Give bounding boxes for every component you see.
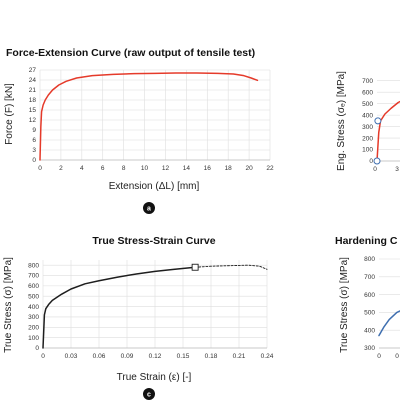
y-tick-label: 400 xyxy=(364,327,375,334)
y-tick-label: 600 xyxy=(364,292,375,299)
x-tick-label: 20 xyxy=(245,165,253,172)
series-line xyxy=(376,100,400,162)
y-tick-label: 200 xyxy=(28,324,39,331)
x-axis-label: Extension (ΔL) [mm] xyxy=(109,181,200,192)
y-tick-label: 9 xyxy=(32,127,36,134)
x-tick-label: 16 xyxy=(204,165,212,172)
svg-text:a: a xyxy=(147,206,151,213)
y-tick-label: 300 xyxy=(28,314,39,321)
y-tick-label: 24 xyxy=(29,77,37,84)
y-tick-label: 100 xyxy=(28,335,39,342)
x-tick-label: 14 xyxy=(183,165,191,172)
panel-badge: c xyxy=(143,388,155,400)
y-axis-label: Eng. Stress (σₑ) [MPa] xyxy=(336,71,347,171)
series-line xyxy=(42,266,196,349)
eng-stress-strain-chart: Eng. Stress (σₑ) [MPa] 0 100 200 300 400 500 6… xyxy=(336,71,400,173)
x-tick-label: 4 xyxy=(80,165,84,172)
x-tick-label: 0.24 xyxy=(261,353,274,360)
series-line xyxy=(378,310,400,337)
x-tick-label: 0.03 xyxy=(65,353,78,360)
y-tick-label: 200 xyxy=(362,135,373,142)
x-tick-label: 0.12 xyxy=(149,353,162,360)
y-tick-label: 0 xyxy=(35,345,39,352)
x-tick-label: 12 xyxy=(162,165,170,172)
y-tick-label: 700 xyxy=(362,78,373,85)
y-tick-label: 600 xyxy=(362,89,373,96)
y-axis-label: Force (F) [kN] xyxy=(4,83,15,145)
force-extension-chart: Force-Extension Curve (raw output of ten… xyxy=(4,47,274,214)
x-tick-label: 0.06 xyxy=(93,353,106,360)
circle-marker xyxy=(374,117,382,125)
y-tick-label: 800 xyxy=(364,256,375,263)
y-tick-label: 400 xyxy=(362,112,373,119)
y-tick-label: 27 xyxy=(29,67,37,74)
panel-badge: a xyxy=(143,202,155,214)
x-tick-label: 0.18 xyxy=(205,353,218,360)
y-tick-label: 700 xyxy=(364,274,375,281)
x-tick-label: 18 xyxy=(225,165,233,172)
x-axis-label: True Strain (ε) [-] xyxy=(117,372,192,383)
y-tick-label: 3 xyxy=(32,147,36,154)
y-tick-label: 300 xyxy=(364,345,375,352)
y-axis-label: True Stress (σ) [MPa] xyxy=(339,257,350,353)
chart-title: Force-Extension Curve (raw output of ten… xyxy=(6,47,255,59)
y-tick-label: 21 xyxy=(29,87,37,94)
y-tick-label: 12 xyxy=(29,117,37,124)
y-tick-label: 18 xyxy=(29,97,37,104)
x-tick-label: 8 xyxy=(122,165,126,172)
chart-title: Hardening C xyxy=(335,235,398,247)
x-tick-label: 0 xyxy=(38,165,42,172)
x-tick-label: 0 xyxy=(377,353,381,360)
y-tick-label: 300 xyxy=(362,124,373,131)
series-line xyxy=(39,72,259,161)
true-stress-strain-chart: True Stress-Strain Curve True Stress (σ)… xyxy=(3,235,274,400)
x-tick-label: 3 xyxy=(395,166,399,173)
square-marker xyxy=(191,263,199,271)
svg-text:c: c xyxy=(147,392,151,399)
series-line-dashed xyxy=(194,264,268,270)
y-tick-label: 100 xyxy=(362,147,373,154)
x-tick-label: 0.09 xyxy=(121,353,134,360)
y-tick-label: 500 xyxy=(364,310,375,317)
x-tick-label: 2 xyxy=(59,165,63,172)
y-tick-label: 0 xyxy=(32,157,36,164)
x-tick-label: 0 xyxy=(41,353,45,360)
y-tick-label: 15 xyxy=(29,107,37,114)
x-tick-label: 0.21 xyxy=(233,353,246,360)
x-tick-label: 6 xyxy=(101,165,105,172)
y-tick-label: 800 xyxy=(28,262,39,269)
y-tick-label: 600 xyxy=(28,283,39,290)
y-tick-label: 700 xyxy=(28,273,39,280)
x-tick-label: 10 xyxy=(141,165,149,172)
circle-marker xyxy=(373,157,381,165)
x-tick-label: 0.15 xyxy=(177,353,190,360)
x-tick-label: 0 xyxy=(395,353,399,360)
x-tick-label: 0 xyxy=(373,166,377,173)
hardening-curve-chart: Hardening C True Stress (σ) [MPa] 300 400… xyxy=(335,235,400,360)
y-tick-label: 6 xyxy=(32,137,36,144)
x-tick-label: 22 xyxy=(266,165,274,172)
chart-title: True Stress-Strain Curve xyxy=(92,235,215,247)
y-tick-label: 400 xyxy=(28,304,39,311)
y-tick-label: 500 xyxy=(362,101,373,108)
y-tick-label: 0 xyxy=(369,158,373,165)
y-tick-label: 500 xyxy=(28,293,39,300)
y-axis-label: True Stress (σ) [MPa] xyxy=(3,257,14,353)
